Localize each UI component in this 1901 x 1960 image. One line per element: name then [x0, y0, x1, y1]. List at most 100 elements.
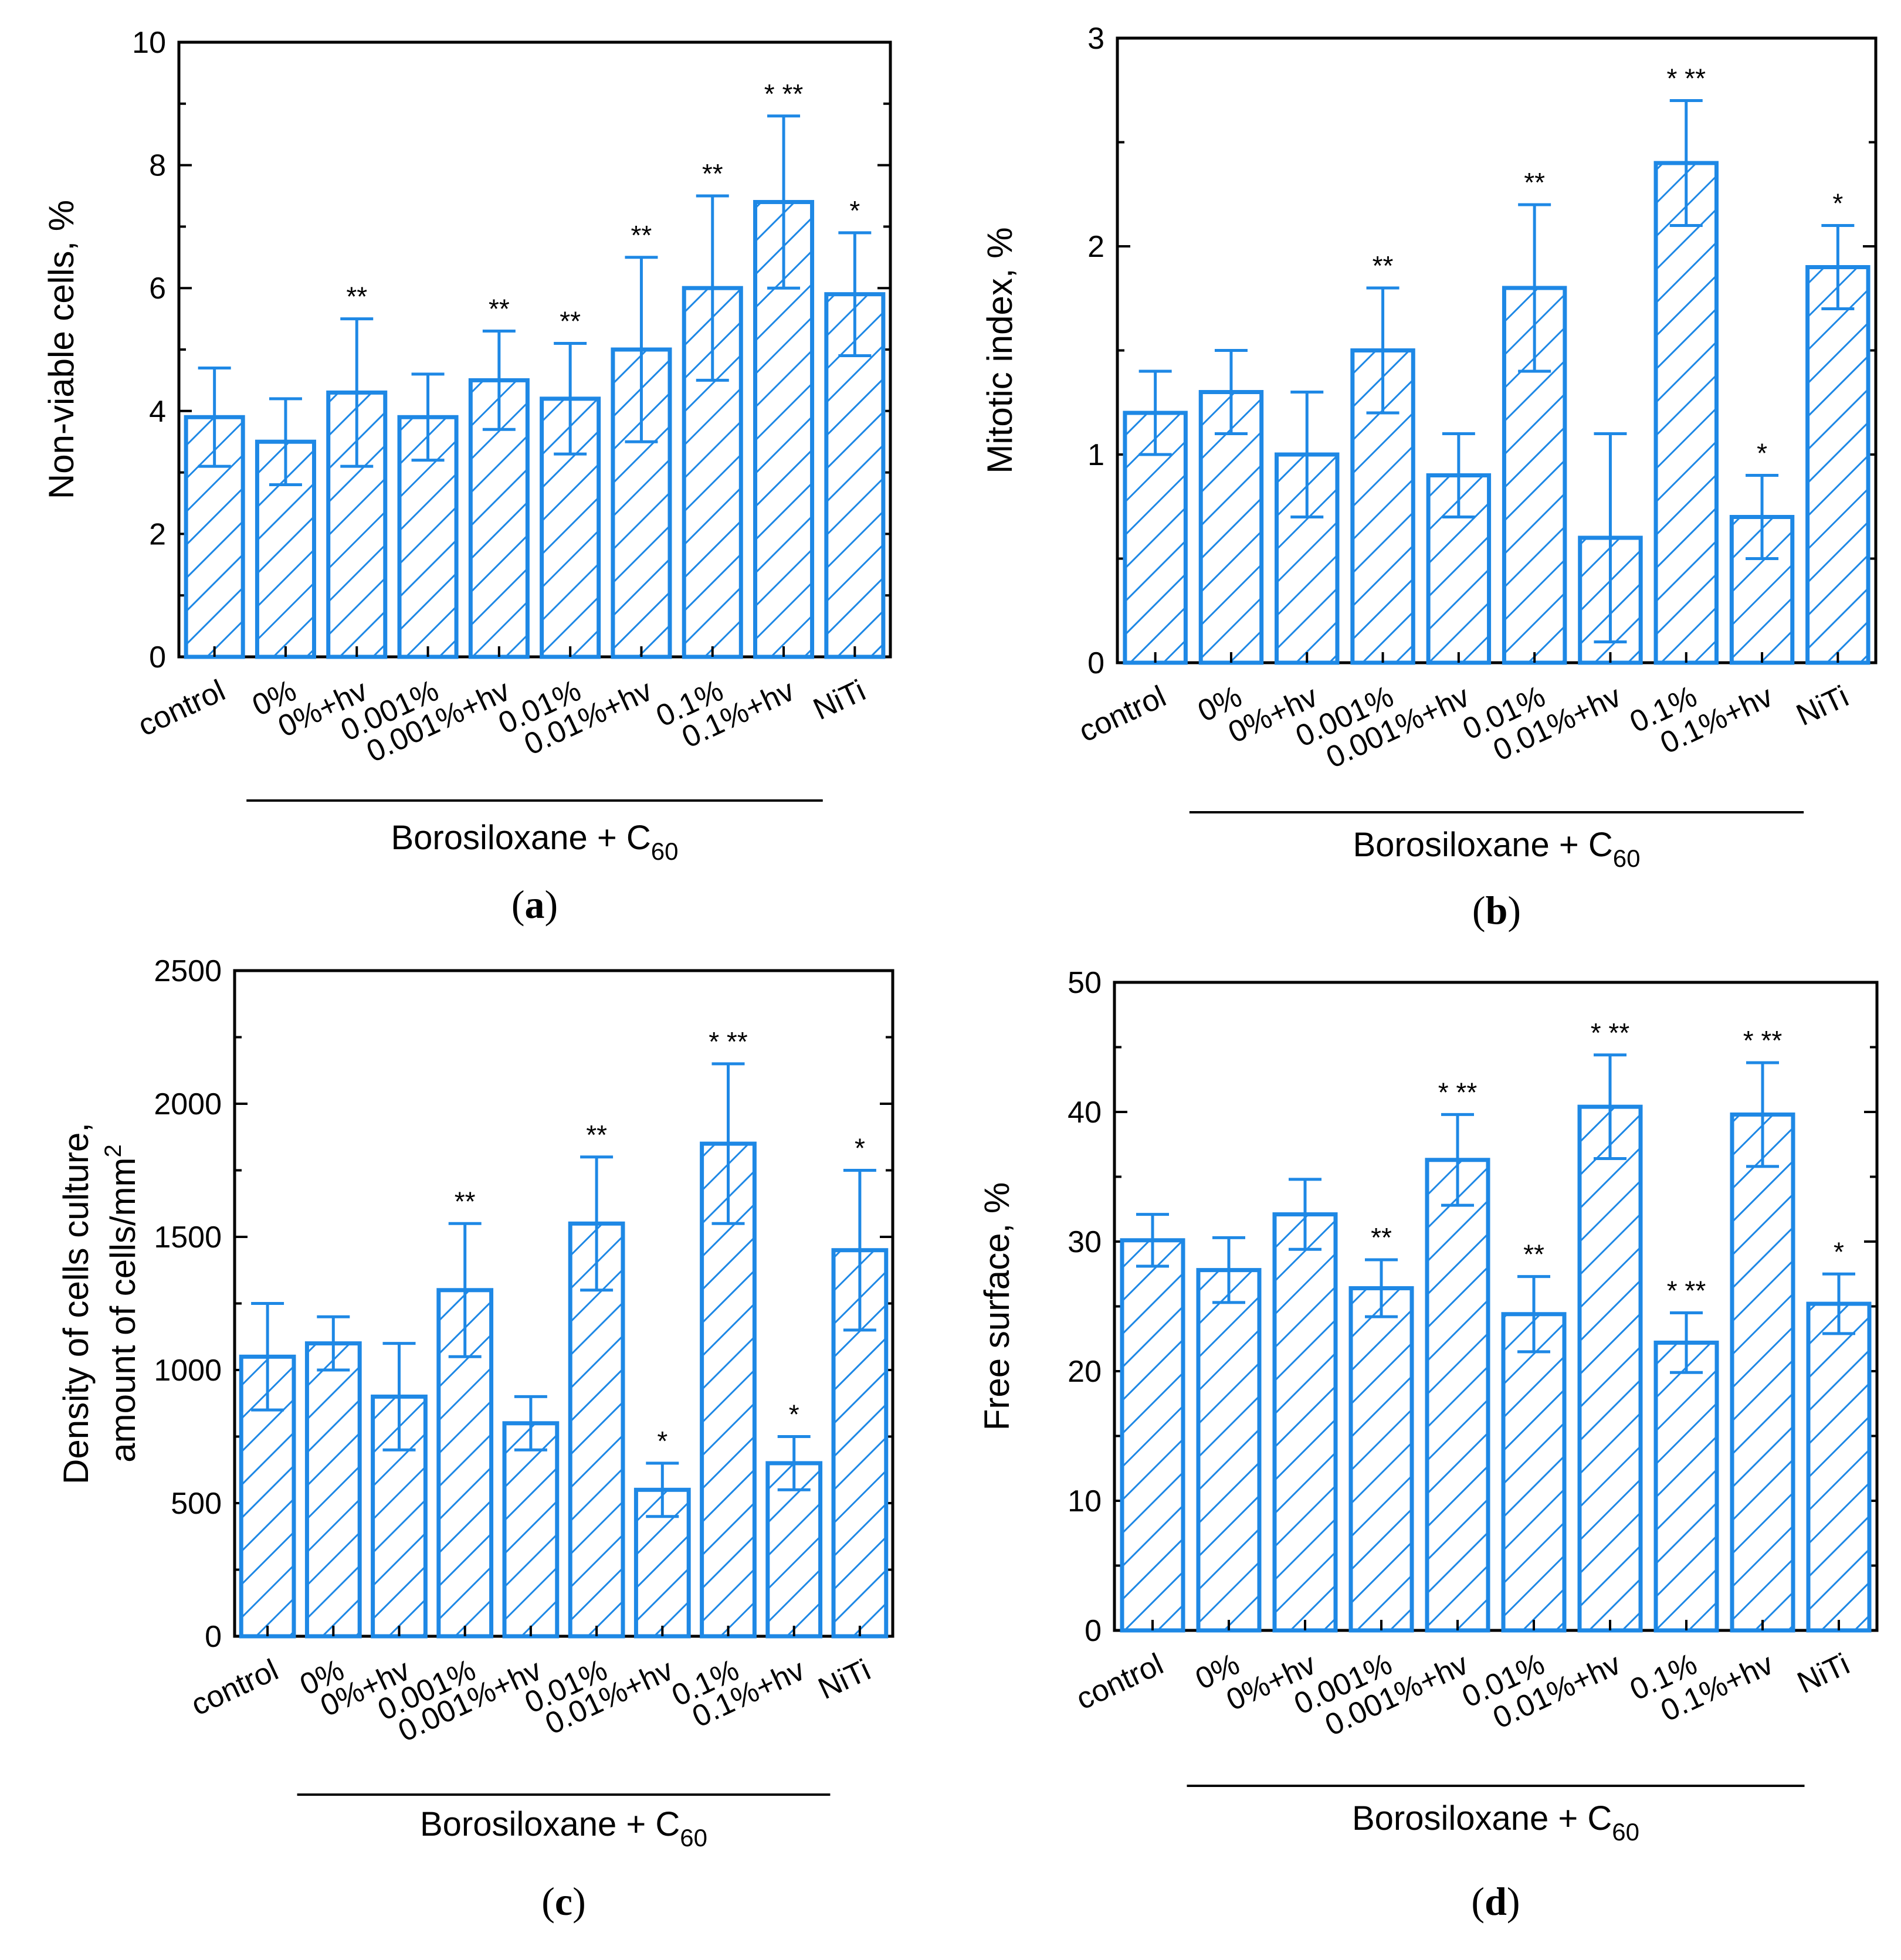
panel-label-letter: b — [1486, 888, 1508, 932]
panel-label: (c) — [541, 1879, 586, 1924]
bar-b-1 — [1198, 390, 1264, 665]
bar-d-3 — [1348, 1286, 1414, 1633]
significance-mark: ** — [560, 306, 581, 337]
group-label: Borosiloxane + C60 — [391, 819, 678, 865]
y-tick-label: 500 — [171, 1487, 222, 1521]
significance-mark: * ** — [1667, 63, 1706, 94]
y-tick-label: 0 — [149, 640, 166, 674]
significance-mark: * ** — [1667, 1276, 1706, 1306]
significance-mark: * ** — [1438, 1077, 1478, 1107]
panel-label-close-paren: ) — [1507, 1879, 1520, 1924]
y-tick-label: 20 — [1068, 1355, 1102, 1389]
y-tick-label: 0 — [205, 1620, 222, 1654]
category-label: NiTi — [813, 1653, 876, 1706]
y-tick-label: 2 — [149, 517, 166, 551]
bar-d-0 — [1120, 1238, 1185, 1633]
bar-d-2 — [1272, 1212, 1338, 1633]
significance-mark: * — [849, 195, 860, 226]
group-label-text: Borosiloxane + C — [391, 819, 650, 857]
category-label: NiTi — [808, 673, 871, 727]
panel-label-letter: a — [525, 882, 545, 927]
y-tick-label: 2 — [1087, 230, 1104, 264]
y-axis-title: Mitotic index, % — [980, 227, 1019, 473]
category-label: control — [1074, 679, 1171, 749]
group-label-subscript: 60 — [680, 1824, 707, 1852]
panel-label-open-paren: ( — [1471, 1879, 1485, 1924]
y-tick-label: 10 — [1068, 1484, 1102, 1518]
y-axis-title: Density of cells culture, — [56, 1123, 96, 1484]
significance-mark: * — [1832, 188, 1843, 219]
panel-label: (d) — [1471, 1879, 1520, 1924]
panel-label-open-paren: ( — [1472, 888, 1486, 932]
y-tick-label: 6 — [149, 272, 166, 306]
significance-mark: * — [1757, 438, 1767, 469]
y-tick-label: 1000 — [154, 1354, 222, 1388]
bar-d-8 — [1730, 1112, 1795, 1633]
bar-b-9 — [1805, 265, 1870, 665]
y-tick-label: 4 — [149, 395, 166, 429]
panel-label: (b) — [1472, 888, 1521, 932]
y-tick-label: 3 — [1087, 22, 1104, 56]
group-label-subscript: 60 — [1612, 1818, 1639, 1846]
significance-mark: * — [1834, 1236, 1844, 1267]
significance-mark: ** — [1523, 1239, 1544, 1270]
significance-mark: * ** — [1591, 1018, 1630, 1048]
bar-b-7 — [1653, 161, 1719, 665]
significance-mark: * ** — [1743, 1025, 1783, 1056]
group-label-text: Borosiloxane + C — [420, 1805, 680, 1843]
y-tick-label: 50 — [1068, 966, 1102, 1000]
significance-mark: ** — [1373, 250, 1394, 281]
panel-label-close-paren: ) — [572, 1879, 586, 1924]
group-label-subscript: 60 — [1613, 845, 1641, 872]
y-axis-title: Non-viable cells, % — [42, 200, 81, 499]
panel-label-open-paren: ( — [511, 882, 525, 927]
panel-label-close-paren: ) — [545, 882, 558, 927]
y-axis-title-superscript: 2 — [100, 1144, 126, 1157]
bar-c-1 — [304, 1341, 362, 1639]
group-label: Borosiloxane + C60 — [1353, 826, 1640, 872]
group-label: Borosiloxane + C60 — [1352, 1799, 1639, 1846]
significance-mark: * ** — [709, 1026, 748, 1057]
y-tick-label: 8 — [149, 149, 166, 183]
group-label-text: Borosiloxane + C — [1352, 1799, 1612, 1837]
significance-mark: ** — [455, 1186, 476, 1216]
significance-mark: ** — [702, 158, 723, 189]
category-label: control — [133, 673, 231, 743]
y-tick-label: 2500 — [154, 954, 222, 988]
y-tick-label: 10 — [132, 26, 166, 60]
bar-d-5 — [1501, 1312, 1567, 1633]
y-tick-label: 2000 — [154, 1087, 222, 1121]
significance-mark: ** — [1371, 1222, 1392, 1253]
bar-d-6 — [1577, 1104, 1643, 1633]
bar-d-1 — [1196, 1268, 1262, 1633]
panel-label: (a) — [511, 882, 558, 927]
y-tick-label: 30 — [1068, 1225, 1102, 1259]
panel-label-open-paren: ( — [541, 1879, 555, 1924]
significance-mark: ** — [346, 282, 367, 312]
y-axis-title-line2-text: amount of cells/mm — [103, 1158, 143, 1463]
significance-mark: ** — [586, 1120, 607, 1150]
bar-d-9 — [1806, 1301, 1872, 1633]
y-axis-title-line2: amount of cells/mm2 — [100, 1144, 143, 1462]
group-label-subscript: 60 — [651, 837, 679, 865]
y-tick-label: 1 — [1087, 438, 1104, 472]
y-tick-label: 0 — [1085, 1614, 1102, 1648]
significance-mark: * — [657, 1426, 667, 1456]
bar-d-7 — [1653, 1340, 1719, 1633]
category-label: control — [186, 1653, 283, 1722]
panel-label-letter: d — [1485, 1879, 1507, 1924]
panel-label-close-paren: ) — [1507, 888, 1521, 932]
significance-mark: ** — [631, 220, 652, 250]
significance-mark: * — [789, 1399, 799, 1430]
group-label-text: Borosiloxane + C — [1353, 826, 1612, 864]
y-tick-label: 40 — [1068, 1096, 1102, 1130]
y-tick-label: 0 — [1087, 646, 1104, 680]
category-label: control — [1071, 1647, 1168, 1717]
y-tick-label: 1500 — [154, 1220, 222, 1254]
group-label: Borosiloxane + C60 — [420, 1805, 707, 1852]
